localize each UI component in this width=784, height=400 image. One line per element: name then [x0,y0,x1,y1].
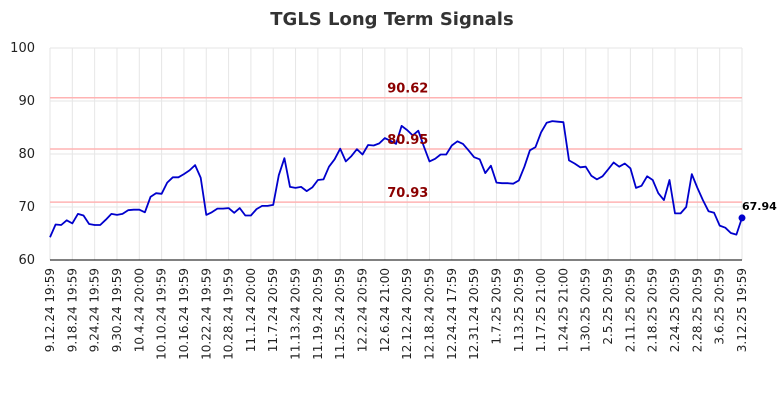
last-value-label: 67.94 [742,200,777,213]
x-tick-label: 10.16.24 19:59 [177,268,191,360]
signal-level-label: 90.62 [387,82,428,97]
x-tick-label: 11.25.24 20:59 [333,268,347,360]
x-tick-label: 11.13.24 20:59 [289,268,303,360]
x-tick-label: 2.18.25 20:59 [646,268,660,352]
signal-level-label: 70.93 [387,186,428,201]
y-tick-label: 60 [18,253,35,268]
x-tick-label: 11.1.24 20:00 [244,268,258,352]
x-tick-label: 3.6.25 20:59 [713,268,727,345]
x-tick-label: 10.22.24 19:59 [199,268,213,360]
signal-level-label: 80.95 [387,133,428,148]
chart-title: TGLS Long Term Signals [270,9,513,30]
x-tick-label: 2.5.25 20:59 [601,268,615,345]
x-tick-label: 12.12.24 20:59 [400,268,414,360]
last-point-marker [738,214,746,222]
x-tick-label: 10.10.24 19:59 [155,268,169,360]
y-axis-ticks: 60 70 80 90 100 [10,41,35,268]
x-tick-label: 12.24.24 17:59 [445,268,459,360]
x-tick-label: 1.30.25 20:59 [579,268,593,352]
y-tick-label: 100 [10,41,35,56]
y-tick-label: 90 [18,94,35,109]
x-tick-label: 11.19.24 20:59 [311,268,325,360]
x-tick-label: 9.30.24 19:59 [110,268,124,352]
x-tick-label: 2.24.25 20:59 [668,268,682,352]
x-tick-label: 10.4.24 20:00 [132,268,146,352]
x-tick-label: 1.13.25 20:59 [512,268,526,352]
x-tick-label: 9.24.24 19:59 [88,268,102,352]
x-tick-label: 2.28.25 20:59 [690,268,704,352]
y-tick-label: 70 [18,200,35,215]
x-tick-label: 12.2.24 20:59 [356,268,370,352]
x-tick-label: 12.6.24 21:00 [378,268,392,352]
x-tick-label: 9.12.24 19:59 [43,268,57,352]
x-tick-label: 1.17.25 21:00 [534,268,548,352]
x-axis-ticks: 9.12.24 19:59 9.18.24 19:59 9.24.24 19:59 9… [43,268,749,360]
x-tick-label: 1.24.25 21:00 [556,268,570,352]
x-tick-label: 12.18.24 20:59 [422,268,436,360]
x-tick-label: 10.28.24 19:59 [222,268,236,360]
x-tick-label: 3.12.25 19:59 [735,268,749,352]
x-tick-label: 12.31.24 20:59 [467,268,481,360]
signal-labels: 67.94 90.62 80.95 70.93 [387,82,777,213]
x-tick-label: 9.18.24 19:59 [65,268,79,352]
grid [49,47,743,261]
signal-lines [50,96,742,203]
series-line [49,120,743,238]
x-tick-label: 11.7.24 20:59 [266,268,280,352]
y-tick-label: 80 [18,147,35,162]
x-tick-label: 2.11.25 20:59 [623,268,637,352]
series-group [49,120,746,238]
x-tick-label: 1.7.25 20:59 [489,268,503,345]
